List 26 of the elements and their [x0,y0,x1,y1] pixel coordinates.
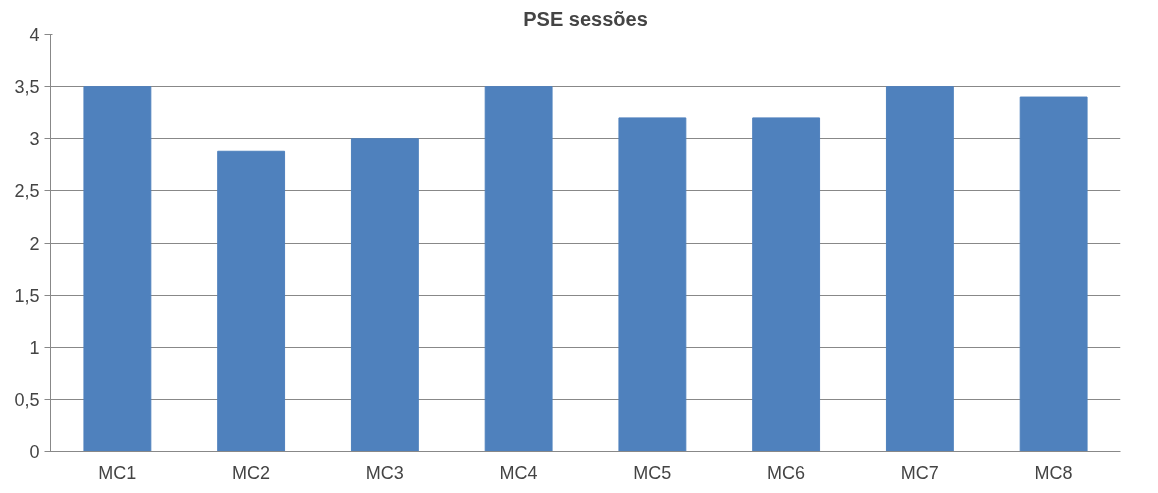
bar [484,86,553,452]
x-tick-label: MC1 [98,462,137,483]
x-tick-label: MC6 [767,462,806,483]
bar [752,117,821,452]
y-tick-label: 2,5 [14,181,40,202]
y-tick-label: 0 [29,442,40,462]
y-tick-label: 1,5 [14,285,40,306]
bar [885,86,954,452]
bar [618,117,687,452]
x-tick-label: MC5 [633,462,672,483]
y-tick-label: 0,5 [14,389,40,410]
y-tick-label: 3 [29,129,40,150]
bar [1019,96,1088,452]
y-tick-label: 2 [29,233,40,254]
y-tick-label: 4 [29,25,40,45]
x-tick-label: MC2 [232,462,271,483]
x-tick-label: MC7 [900,462,939,483]
bar [83,86,152,452]
chart-title: PSE sessões [523,7,648,30]
bar [217,150,286,452]
bar [350,138,419,452]
y-tick-label: 3,5 [14,77,40,98]
y-tick-label: 1 [29,337,40,358]
x-tick-label: MC3 [365,462,404,483]
x-tick-label: MC4 [499,462,538,483]
x-tick-label: MC8 [1034,462,1073,483]
